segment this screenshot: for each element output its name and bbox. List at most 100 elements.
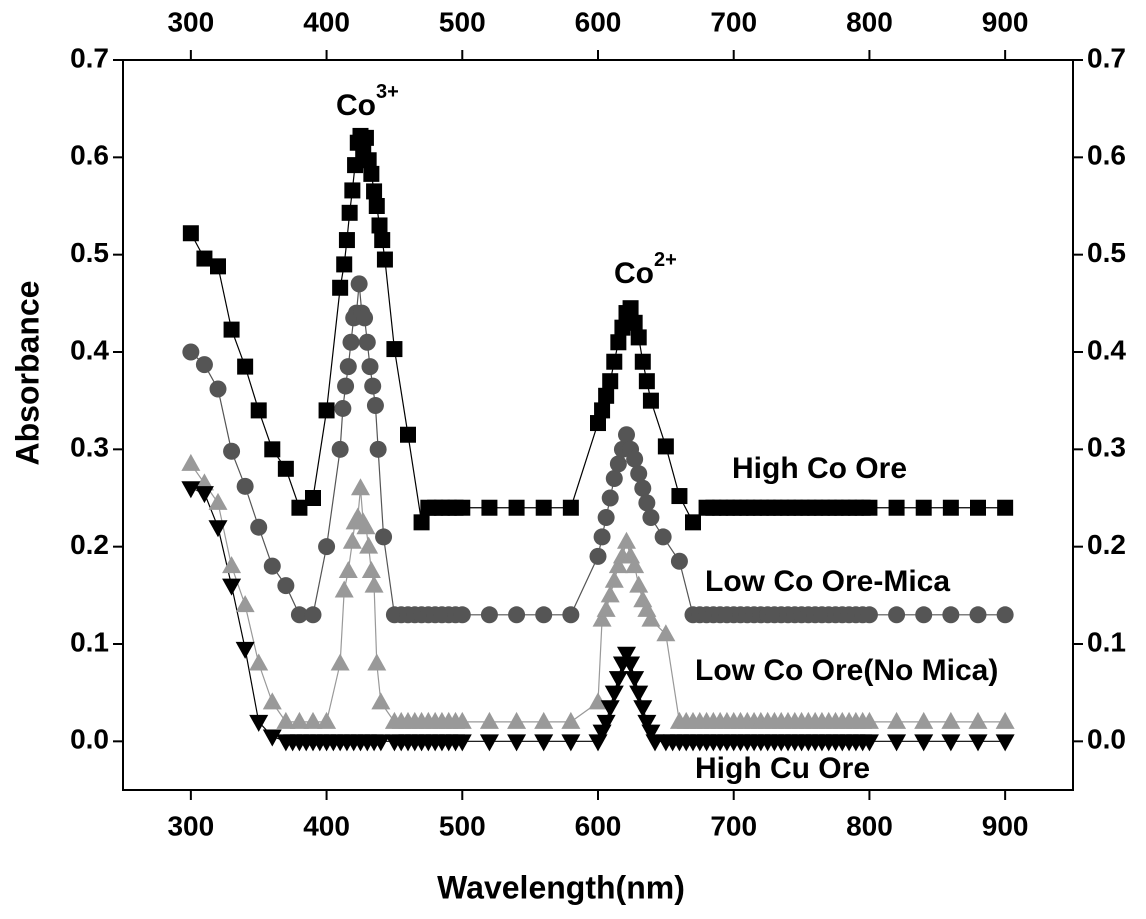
marker [634, 353, 651, 370]
x-tick-label: 800 [846, 810, 893, 841]
series-label: High Co Ore [732, 452, 907, 485]
series-label: High Cu Ore [695, 752, 870, 785]
marker [621, 656, 641, 674]
x-axis-title: Wavelength(nm) [437, 869, 685, 905]
marker [210, 258, 226, 275]
x-tick-label-top: 500 [439, 6, 486, 37]
marker [364, 377, 382, 395]
marker [968, 734, 988, 752]
marker [342, 333, 360, 351]
x-tick-label-top: 900 [982, 6, 1029, 37]
marker [400, 426, 416, 443]
marker [642, 392, 659, 409]
marker [534, 711, 554, 729]
marker [360, 152, 377, 169]
marker [592, 609, 612, 627]
marker [941, 734, 961, 752]
marker [303, 711, 323, 729]
annotation-sup: 3+ [376, 81, 399, 103]
marker [222, 556, 242, 574]
marker [250, 402, 267, 419]
y-axis-title: Absorbance [9, 281, 45, 466]
y-tick-label-right: 0.7 [1087, 42, 1126, 73]
marker [356, 517, 376, 535]
marker [263, 557, 281, 575]
marker [359, 536, 379, 554]
marker [358, 333, 376, 351]
marker [364, 575, 384, 593]
marker [250, 518, 268, 536]
marker [350, 275, 368, 293]
marker [454, 499, 471, 516]
marker [209, 380, 227, 398]
marker [480, 606, 498, 624]
marker [277, 577, 295, 595]
marker [601, 489, 619, 507]
marker [588, 692, 608, 710]
annotation-sup: 2+ [654, 249, 677, 271]
marker [970, 499, 986, 516]
marker [941, 711, 961, 729]
marker [337, 377, 355, 395]
x-tick-label: 500 [439, 810, 486, 841]
marker [888, 499, 905, 516]
marker [277, 460, 294, 477]
marker [562, 606, 580, 624]
marker [338, 232, 355, 249]
marker [374, 232, 391, 249]
y-tick-label-right: 0.2 [1087, 529, 1126, 560]
marker [617, 646, 636, 664]
marker [622, 300, 639, 317]
y-tick-label-right: 0.5 [1087, 237, 1126, 268]
marker [968, 711, 988, 729]
marker [208, 520, 228, 538]
marker [182, 343, 200, 361]
marker [637, 714, 657, 732]
marker [366, 183, 383, 200]
marker [376, 251, 393, 268]
y-tick-label-right: 0.1 [1087, 626, 1126, 657]
marker [196, 250, 213, 267]
x-tick-label-top: 700 [710, 6, 757, 37]
marker [375, 528, 393, 546]
marker [338, 561, 358, 578]
marker [638, 373, 655, 390]
marker [562, 499, 579, 516]
annotation-text: Co [614, 257, 654, 290]
x-tick-label-top: 300 [167, 6, 214, 37]
marker [331, 440, 349, 458]
marker [610, 334, 627, 351]
marker [361, 561, 381, 578]
marker [342, 531, 362, 549]
marker [249, 714, 269, 732]
marker [318, 402, 335, 419]
marker [481, 499, 498, 516]
marker [671, 488, 688, 505]
marker [630, 329, 647, 346]
marker [305, 490, 321, 506]
marker [507, 711, 527, 729]
marker [508, 499, 525, 516]
marker [195, 356, 213, 374]
x-tick-label: 600 [575, 810, 622, 841]
marker [237, 358, 254, 375]
marker [859, 711, 879, 729]
marker [602, 373, 619, 390]
y-tick-label-right: 0.3 [1087, 432, 1126, 463]
marker [604, 685, 624, 703]
marker [915, 606, 933, 624]
marker [942, 499, 959, 516]
marker [208, 492, 228, 510]
y-tick-label: 0.3 [70, 432, 109, 463]
y-tick-label: 0.0 [70, 724, 109, 755]
marker [332, 279, 349, 296]
marker [262, 692, 282, 710]
marker [914, 734, 934, 752]
marker [629, 575, 649, 593]
marker [182, 225, 199, 242]
y-tick-label: 0.1 [70, 626, 109, 657]
marker [600, 585, 620, 603]
marker [633, 700, 653, 718]
marker [508, 606, 526, 624]
marker [334, 580, 354, 598]
